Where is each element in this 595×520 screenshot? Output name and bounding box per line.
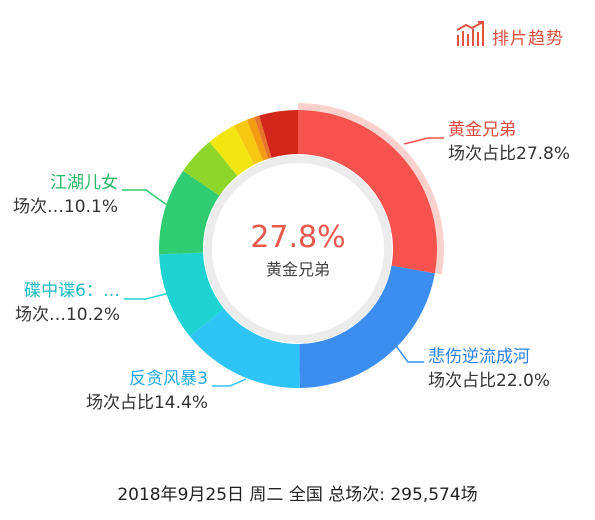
donut-slice-9[interactable] [254, 115, 272, 159]
donut-slice-4[interactable] [159, 170, 220, 255]
trend-link[interactable]: 排片趋势 [456, 21, 564, 51]
slice-label-share-0: 场次占比27.8% [448, 144, 570, 164]
donut-chart: 27.8%黄金兄弟黄金兄弟场次占比27.8%悲伤逆流成河场次占比22.0%反贪风… [13, 103, 570, 413]
slice-label-share-2: 场次占比14.4% [86, 393, 208, 413]
leader-line-2 [212, 378, 247, 387]
leader-line-3 [124, 290, 178, 300]
donut-slice-3[interactable] [159, 252, 225, 337]
donut-slice-2[interactable] [189, 308, 300, 388]
slice-label-share-4: 场次…10.1% [13, 197, 118, 217]
slice-label-name-4: 江湖儿女 [50, 173, 118, 193]
footer-summary: 2018年9月25日 周二 全国 总场次: 295,574场 [117, 485, 478, 505]
donut-slice-1[interactable] [299, 265, 435, 388]
slice-label-name-1: 悲伤逆流成河 [428, 347, 530, 367]
leader-line-1 [387, 334, 424, 363]
slice-label-share-1: 场次占比22.0% [428, 371, 550, 391]
donut-slice-10[interactable] [259, 110, 298, 158]
donut-slice-7[interactable] [234, 119, 264, 165]
slice-label-name-0: 黄金兄弟 [448, 120, 516, 140]
donut-slice-5[interactable] [183, 141, 238, 196]
donut-slice-8[interactable] [246, 117, 269, 161]
trend-label: 排片趋势 [492, 28, 564, 49]
slice-label-name-3: 碟中谍6：… [24, 281, 120, 301]
slice-label-share-3: 场次…10.2% [15, 305, 120, 325]
donut-slice-6[interactable] [209, 125, 255, 176]
slice-label-name-2: 反贪风暴3 [129, 369, 208, 389]
trend-chart-icon [456, 21, 486, 51]
donut-hole [204, 155, 392, 343]
leader-line-0 [403, 137, 444, 145]
center-value: 27.8% [250, 220, 345, 255]
center-label: 黄金兄弟 [266, 260, 330, 279]
leader-line-4 [122, 189, 175, 211]
donut-slice-0[interactable] [298, 110, 437, 274]
